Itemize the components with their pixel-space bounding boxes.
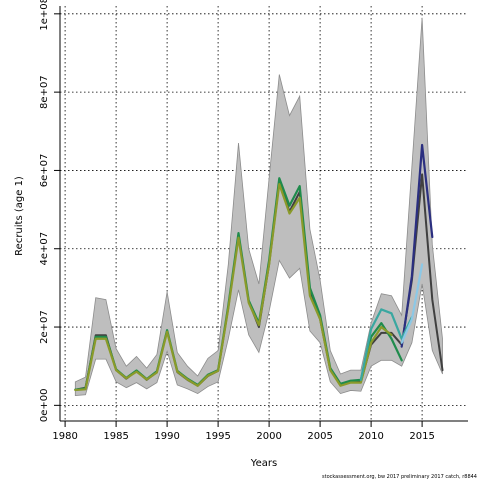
x-tick-label: 2010 bbox=[358, 431, 383, 442]
x-tick-label: 2000 bbox=[256, 431, 281, 442]
series-line-4 bbox=[74, 183, 393, 392]
y-axis-title: Recruits (age 1) bbox=[14, 176, 25, 256]
plot-frame-layer bbox=[59, 6, 468, 422]
series-line-5 bbox=[359, 308, 413, 381]
series-layer bbox=[74, 143, 444, 392]
x-tick-label: 1995 bbox=[205, 431, 230, 442]
y-tick-label: 1e+08 bbox=[39, 0, 50, 31]
y-axis: 0e+00 2e+07 4e+07 6e+07 8e+07 1e+08 bbox=[39, 0, 60, 422]
confidence-band-layer bbox=[74, 17, 443, 396]
y-tick-label: 8e+07 bbox=[39, 75, 50, 109]
footnote: stockassessment.org, bw 2017 preliminary… bbox=[322, 474, 477, 480]
y-tick-label: 2e+07 bbox=[39, 310, 50, 344]
x-tick-label: 2005 bbox=[307, 431, 332, 442]
x-axis: 1980 1985 1990 1995 2000 2005 2010 2015 bbox=[52, 421, 435, 442]
x-tick-label: 1980 bbox=[52, 431, 77, 442]
y-tick-label: 6e+07 bbox=[39, 154, 50, 188]
y-tick-label: 0e+00 bbox=[39, 389, 50, 423]
x-axis-title: Years bbox=[250, 458, 277, 469]
series-line-2 bbox=[400, 143, 434, 348]
x-tick-label: 2015 bbox=[409, 431, 434, 442]
x-tick-label: 1985 bbox=[103, 431, 128, 442]
confidence-band bbox=[74, 17, 443, 396]
series-line-6 bbox=[400, 263, 424, 344]
x-tick-label: 1990 bbox=[154, 431, 179, 442]
y-tick-label: 4e+07 bbox=[39, 232, 50, 266]
